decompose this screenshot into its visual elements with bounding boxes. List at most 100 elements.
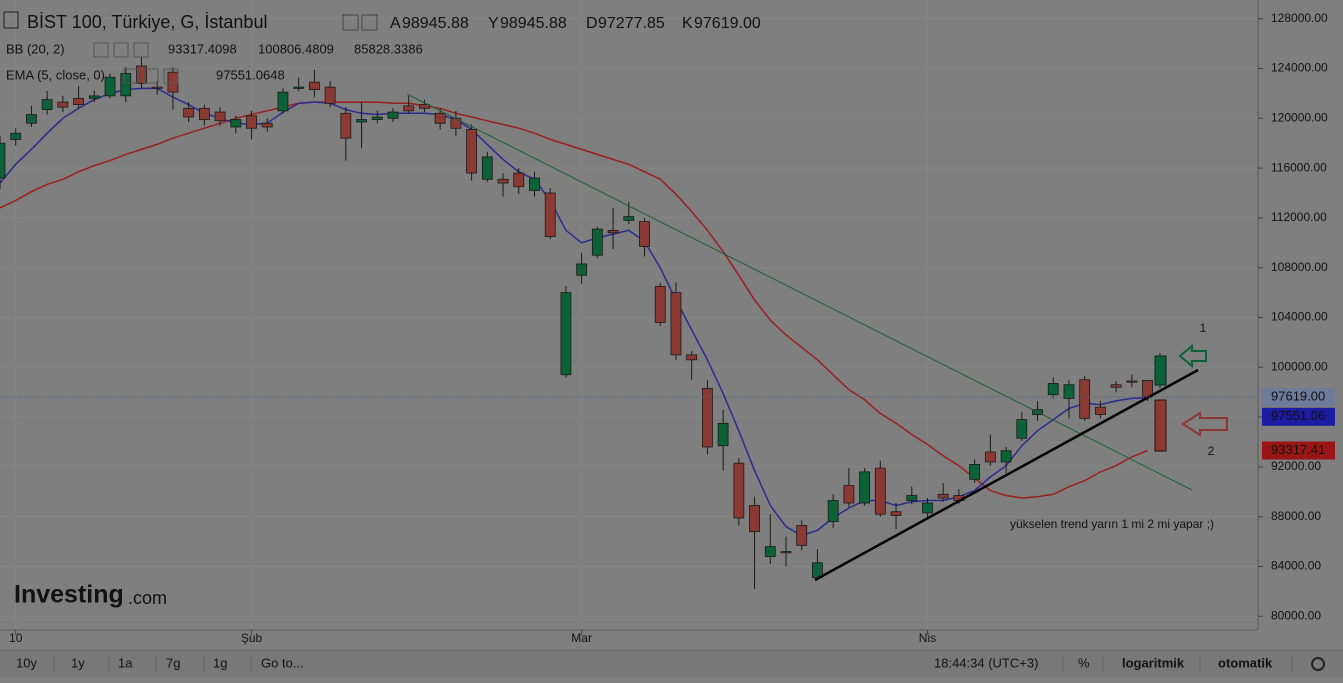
annotation-note: yükselen trend yarın 1 mi 2 mi yapar ;)	[1010, 517, 1214, 531]
candle-body	[419, 104, 430, 109]
candle-body	[906, 495, 918, 501]
annotation-2: 2	[1208, 444, 1215, 458]
range-button[interactable]: 10y	[16, 655, 37, 670]
candle-body	[1126, 380, 1138, 383]
candle-body	[41, 99, 53, 110]
candle-body	[497, 178, 509, 184]
y-tick-label: 100000.00	[1271, 359, 1328, 373]
candle-body	[1095, 406, 1106, 416]
candle-body	[623, 216, 635, 221]
candle-body	[937, 493, 949, 499]
candle-body	[261, 122, 273, 128]
y-tick-label: 128000.00	[1271, 11, 1328, 25]
candle-body	[10, 132, 22, 140]
candle-body	[120, 73, 132, 97]
candle-body	[670, 292, 682, 356]
price-tag	[1262, 407, 1335, 426]
candle-body	[308, 81, 320, 91]
price-tag	[1262, 441, 1335, 460]
price-tag-label: 97619.00	[1271, 388, 1325, 403]
candle-body	[26, 114, 37, 124]
candle-body	[702, 388, 713, 448]
candle-body	[874, 467, 886, 515]
candle-body	[749, 505, 760, 533]
candle-body	[214, 111, 226, 122]
candle-body	[639, 221, 650, 247]
candle-body	[277, 91, 289, 112]
candle-body	[1016, 419, 1028, 439]
candle-body	[654, 285, 666, 323]
symbol-icon[interactable]	[3, 11, 19, 29]
y-tick-label: 88000.00	[1271, 509, 1321, 523]
indicator-value: 93317.4098	[168, 41, 237, 56]
indicator-value: 85828.3386	[354, 41, 423, 56]
candle-body	[890, 511, 902, 516]
candle-body	[764, 546, 776, 557]
y-tick-label: 116000.00	[1271, 160, 1327, 174]
candle-body	[607, 229, 619, 234]
y-tick-label: 124000.00	[1271, 61, 1328, 75]
candle-body	[230, 119, 242, 128]
ohlc-key: D	[586, 15, 598, 32]
auto-toggle[interactable]: otomatik	[1218, 655, 1273, 670]
indicator-value: 97551.0648	[216, 67, 285, 82]
settings-button[interactable]	[1311, 657, 1325, 671]
ohlc-value: 97619.00	[694, 15, 761, 32]
price-tag-label: 93317.41	[1271, 442, 1325, 457]
indicator-icon[interactable]	[123, 68, 139, 84]
scenario-candle-down	[1154, 399, 1167, 452]
candle-body	[88, 95, 100, 99]
indicator-icon[interactable]	[113, 42, 129, 58]
candle-body	[1000, 450, 1012, 463]
ohlc-value: 97277.85	[598, 15, 665, 32]
indicator-icon[interactable]	[143, 68, 159, 84]
candle-body	[529, 177, 540, 191]
candle-body	[1047, 383, 1059, 396]
x-tick-label: 10	[9, 631, 23, 645]
price-tag-label: 97551.06	[1271, 408, 1325, 423]
candle-body	[984, 451, 996, 463]
candle-body	[167, 71, 179, 93]
chart-title: BİST 100, Türkiye, G, İstanbul	[27, 12, 267, 32]
candle-body	[796, 525, 808, 546]
candle-body	[969, 464, 981, 480]
log-toggle[interactable]: logaritmik	[1122, 655, 1185, 670]
candle-body	[843, 485, 855, 504]
goto-button[interactable]: Go to...	[261, 655, 304, 670]
candle-body	[1063, 384, 1075, 399]
trend-line-up	[814, 368, 1199, 582]
header-icon[interactable]	[361, 14, 378, 31]
candle-body	[57, 101, 69, 108]
candle-body	[246, 115, 257, 129]
indicator-icon[interactable]	[163, 68, 179, 84]
header-icon[interactable]	[342, 14, 359, 31]
candle-body	[780, 551, 792, 554]
indicator-icon[interactable]	[133, 42, 149, 58]
range-button[interactable]: 1a	[118, 655, 133, 670]
candle-body	[686, 354, 698, 361]
toolbar	[0, 650, 1343, 678]
range-button[interactable]: 1y	[71, 655, 85, 670]
range-button[interactable]: 1g	[213, 655, 227, 670]
candle-body	[136, 65, 147, 84]
ohlc-key: K	[682, 15, 693, 32]
y-tick-label: 92000.00	[1271, 459, 1321, 473]
y-tick-label: 80000.00	[1271, 608, 1321, 622]
candle-body	[434, 112, 446, 124]
logo-brand: Investing	[14, 581, 124, 609]
range-button[interactable]: 7g	[166, 655, 180, 670]
candle-body	[576, 263, 588, 276]
candle-body	[560, 292, 572, 376]
scenario-candle-up	[1154, 355, 1167, 386]
indicator-icon[interactable]	[93, 42, 109, 58]
candle-body	[450, 117, 462, 129]
percent-toggle[interactable]: %	[1078, 655, 1090, 670]
candle-body	[324, 86, 336, 104]
candle-body	[387, 111, 399, 119]
candle-body	[513, 172, 525, 188]
price-tag	[1262, 387, 1335, 406]
x-tick-label: Nis	[919, 631, 936, 645]
candle-body	[1110, 384, 1122, 388]
candle-body	[356, 119, 367, 123]
